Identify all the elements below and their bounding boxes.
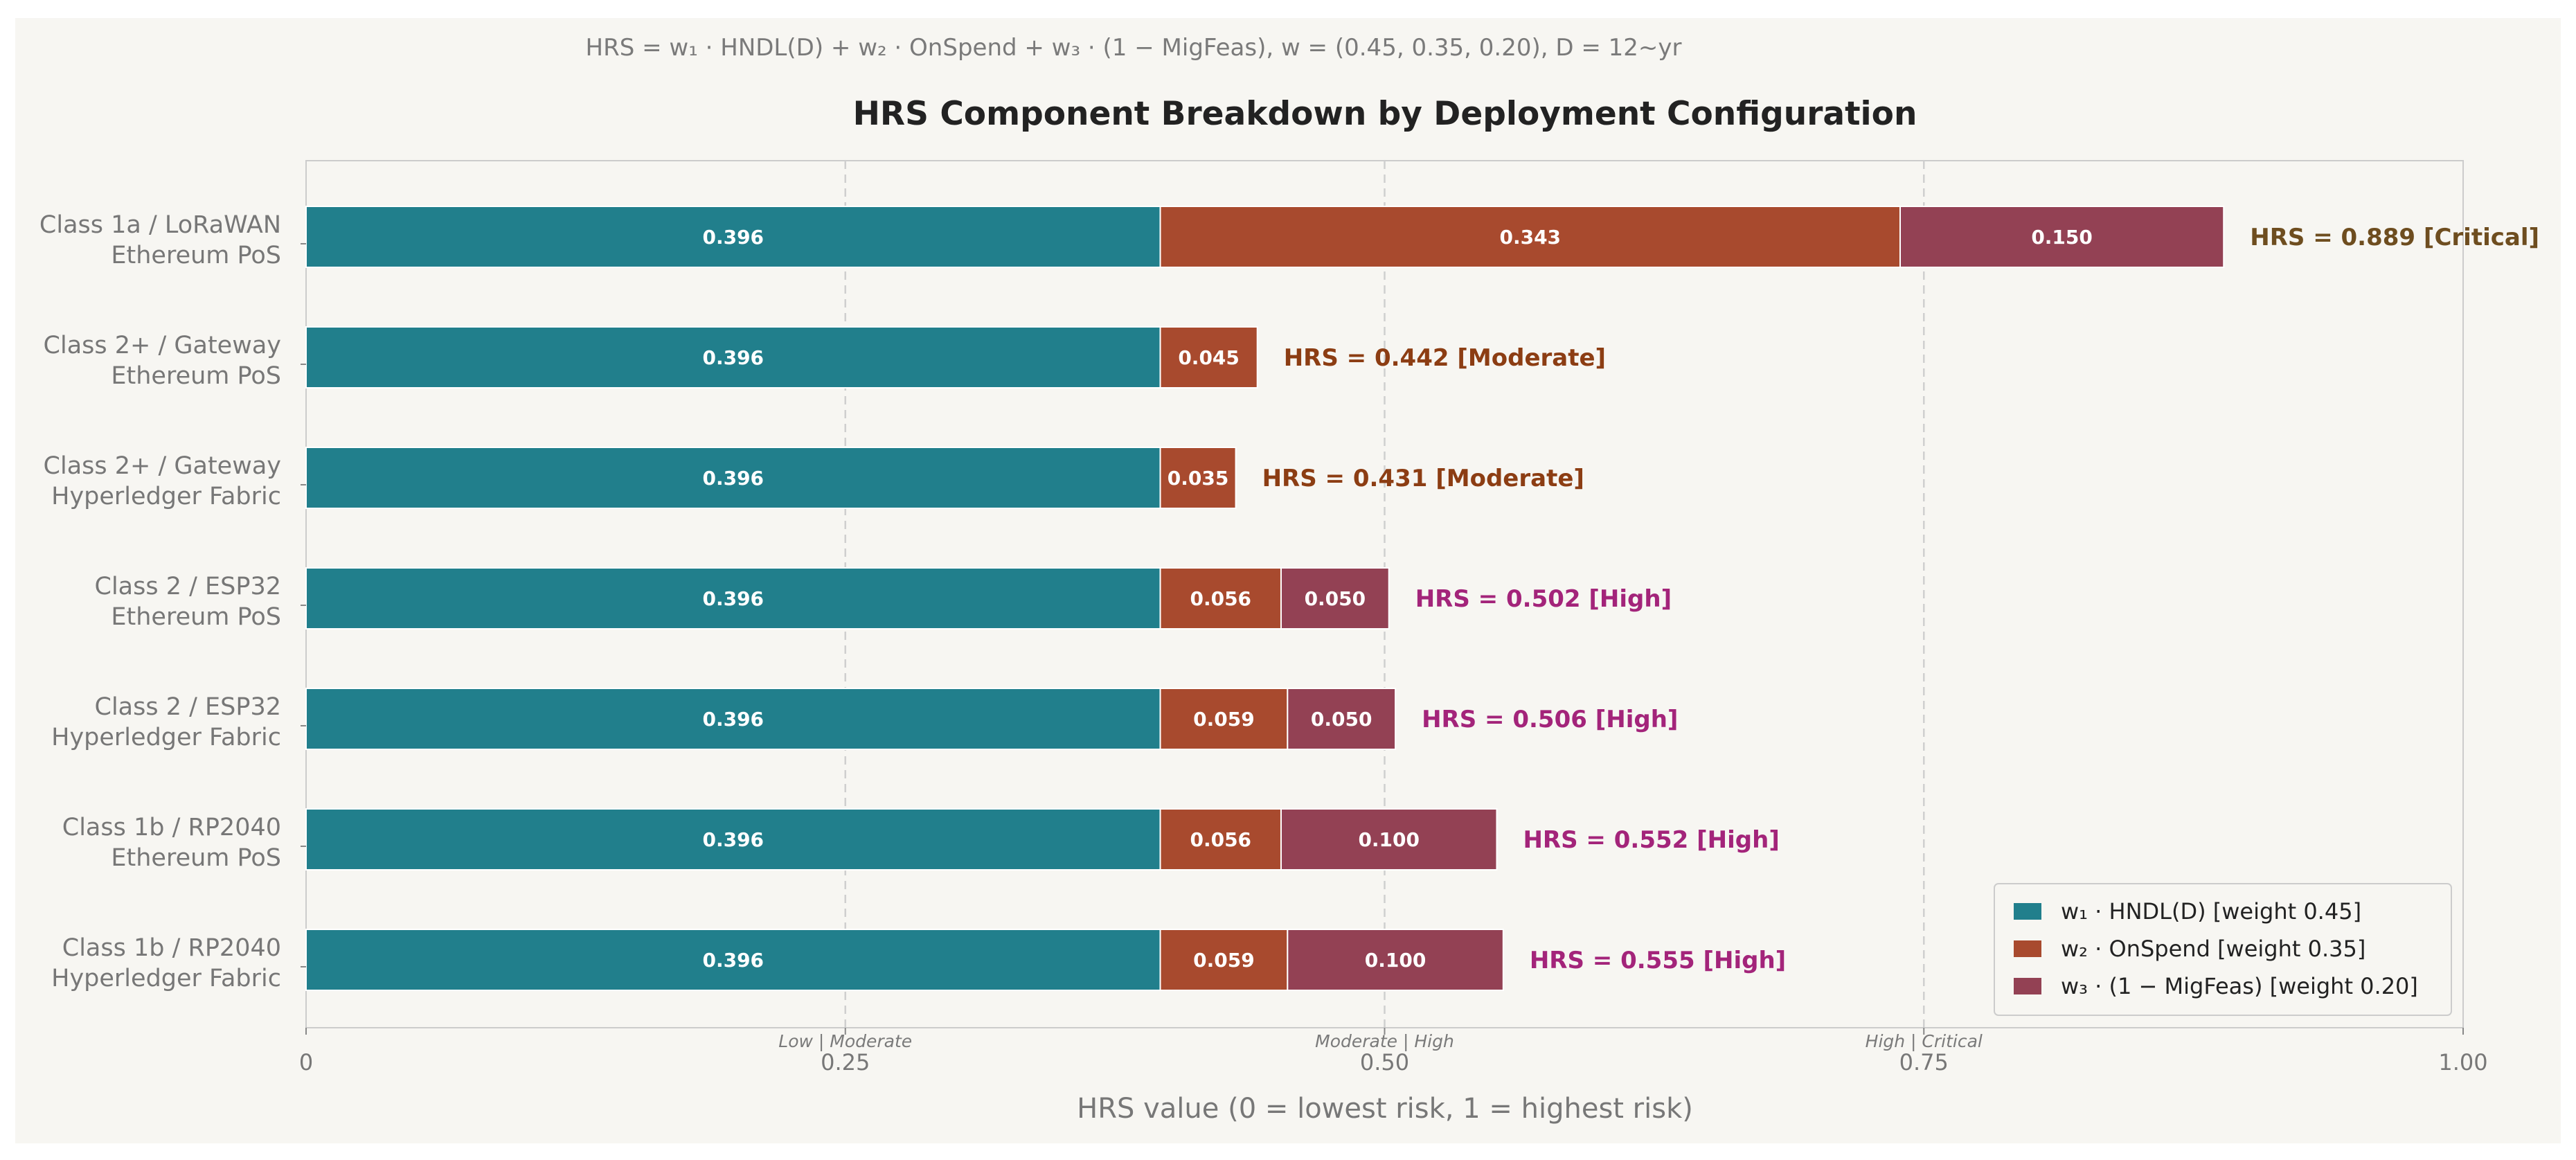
x-tick-label: 0	[299, 1049, 313, 1076]
total-hrs-labels: HRS = 0.889 [Critical] HRS = 0.442 [Moder…	[1262, 224, 2539, 974]
bar-segment	[305, 808, 1161, 871]
y-tick-label-line1: Class 2+ / Gateway	[44, 332, 281, 359]
segment-value-label: 0.396	[702, 467, 764, 490]
segment-value-label: 0.059	[1193, 949, 1255, 972]
total-hrs-label: HRS = 0.889 [Critical]	[2250, 224, 2539, 251]
y-tick-label-line2: Ethereum PoS	[111, 844, 281, 872]
x-tick-label: 1.00	[2438, 1049, 2487, 1076]
bar-segment	[1287, 688, 1397, 750]
y-tick-label-line2: Hyperledger Fabric	[51, 483, 281, 510]
segment-value-label: 0.396	[702, 828, 764, 851]
y-tick-label-line1: Class 2 / ESP32	[95, 573, 282, 600]
formula-subtitle: HRS = w₁ · HNDL(D) + w₂ · OnSpend + w₃ ·…	[586, 34, 1682, 62]
segment-value-label: 0.100	[1358, 828, 1420, 851]
segment-value-label: 0.045	[1178, 346, 1240, 369]
segment-value-label: 0.035	[1168, 467, 1229, 490]
bar-segment	[305, 326, 1161, 389]
x-tick-label: 0.50	[1360, 1049, 1409, 1076]
bar-segments	[305, 206, 2225, 991]
segment-value-label: 0.100	[1365, 949, 1426, 972]
y-tick-label-line1: Class 1b / RP2040	[62, 934, 281, 962]
total-hrs-label: HRS = 0.506 [High]	[1422, 706, 1678, 733]
bar-segment	[1159, 326, 1258, 389]
x-axis: 0 0.25 0.50 0.75 1.00	[299, 1028, 2488, 1076]
segment-value-label: 0.059	[1193, 708, 1255, 731]
total-hrs-label: HRS = 0.442 [Moderate]	[1284, 344, 1606, 372]
chart-title: HRS Component Breakdown by Deployment Co…	[853, 95, 1917, 133]
segment-value-label: 0.396	[702, 226, 764, 249]
segment-value-label: 0.343	[1499, 226, 1561, 249]
y-tick-label-line2: Hyperledger Fabric	[51, 965, 281, 992]
segment-value-label: 0.396	[702, 708, 764, 731]
bar-segment	[305, 447, 1161, 509]
segment-value-label: 0.396	[702, 949, 764, 972]
y-tick-label-line2: Ethereum PoS	[111, 362, 281, 390]
total-hrs-label: HRS = 0.555 [High]	[1530, 947, 1786, 974]
total-hrs-label: HRS = 0.552 [High]	[1523, 826, 1779, 854]
legend-entry-label: w₃ · (1 − MigFeas) [weight 0.20]	[2061, 973, 2418, 999]
y-tick-label-line2: Ethereum PoS	[111, 242, 281, 269]
x-axis-label: HRS value (0 = lowest risk, 1 = highest …	[1077, 1093, 1693, 1125]
total-hrs-label: HRS = 0.502 [High]	[1415, 585, 1672, 613]
y-axis-labels: Class 1a / LoRaWAN Ethereum PoS Class 2+ /…	[39, 211, 306, 992]
segment-value-label: 0.056	[1190, 587, 1251, 610]
segment-value-label: 0.396	[702, 346, 764, 369]
bar-segment	[1159, 206, 1901, 268]
y-tick-label-line1: Class 2 / ESP32	[95, 693, 282, 721]
segment-value-label: 0.150	[2031, 226, 2093, 249]
bar-segment	[305, 567, 1161, 630]
bar-segment	[1159, 688, 1289, 750]
bar-segment	[305, 929, 1161, 991]
x-tick-label: 0.75	[1899, 1049, 1949, 1076]
bar-segment	[305, 688, 1161, 750]
legend-box	[1994, 883, 2452, 1016]
legend: w₁ · HNDL(D) [weight 0.45] w₂ · OnSpend […	[1994, 883, 2452, 1016]
segment-value-labels: 0.396 0.343 0.150 0.396 0.045 0.396 0.035 0.396…	[702, 226, 2092, 972]
bar-segment	[1287, 929, 1504, 991]
legend-entry-label: w₁ · HNDL(D) [weight 0.45]	[2061, 898, 2361, 925]
x-tick-label: 0.25	[821, 1049, 870, 1076]
y-tick-label-line2: Hyperledger Fabric	[51, 724, 281, 751]
y-tick-label-line2: Ethereum PoS	[111, 603, 281, 631]
y-tick-label-line1: Class 2+ / Gateway	[44, 452, 281, 480]
segment-value-label: 0.050	[1311, 708, 1372, 731]
segment-value-label: 0.056	[1190, 828, 1251, 851]
legend-swatch	[2014, 903, 2041, 920]
bar-segment	[1280, 567, 1390, 630]
legend-swatch	[2014, 978, 2041, 994]
bar-segment	[1280, 808, 1498, 871]
bar-segment	[1159, 567, 1282, 630]
legend-swatch	[2014, 940, 2041, 957]
legend-entry-label: w₂ · OnSpend [weight 0.35]	[2061, 936, 2365, 962]
y-tick-label-line1: Class 1a / LoRaWAN	[39, 211, 281, 239]
segment-value-label: 0.396	[702, 587, 764, 610]
bar-segment	[1899, 206, 2225, 268]
y-tick-label-line1: Class 1b / RP2040	[62, 814, 281, 841]
bar-segment	[1159, 929, 1289, 991]
total-hrs-label: HRS = 0.431 [Moderate]	[1262, 465, 1584, 492]
bar-segment	[1159, 447, 1237, 509]
segment-value-label: 0.050	[1305, 587, 1366, 610]
